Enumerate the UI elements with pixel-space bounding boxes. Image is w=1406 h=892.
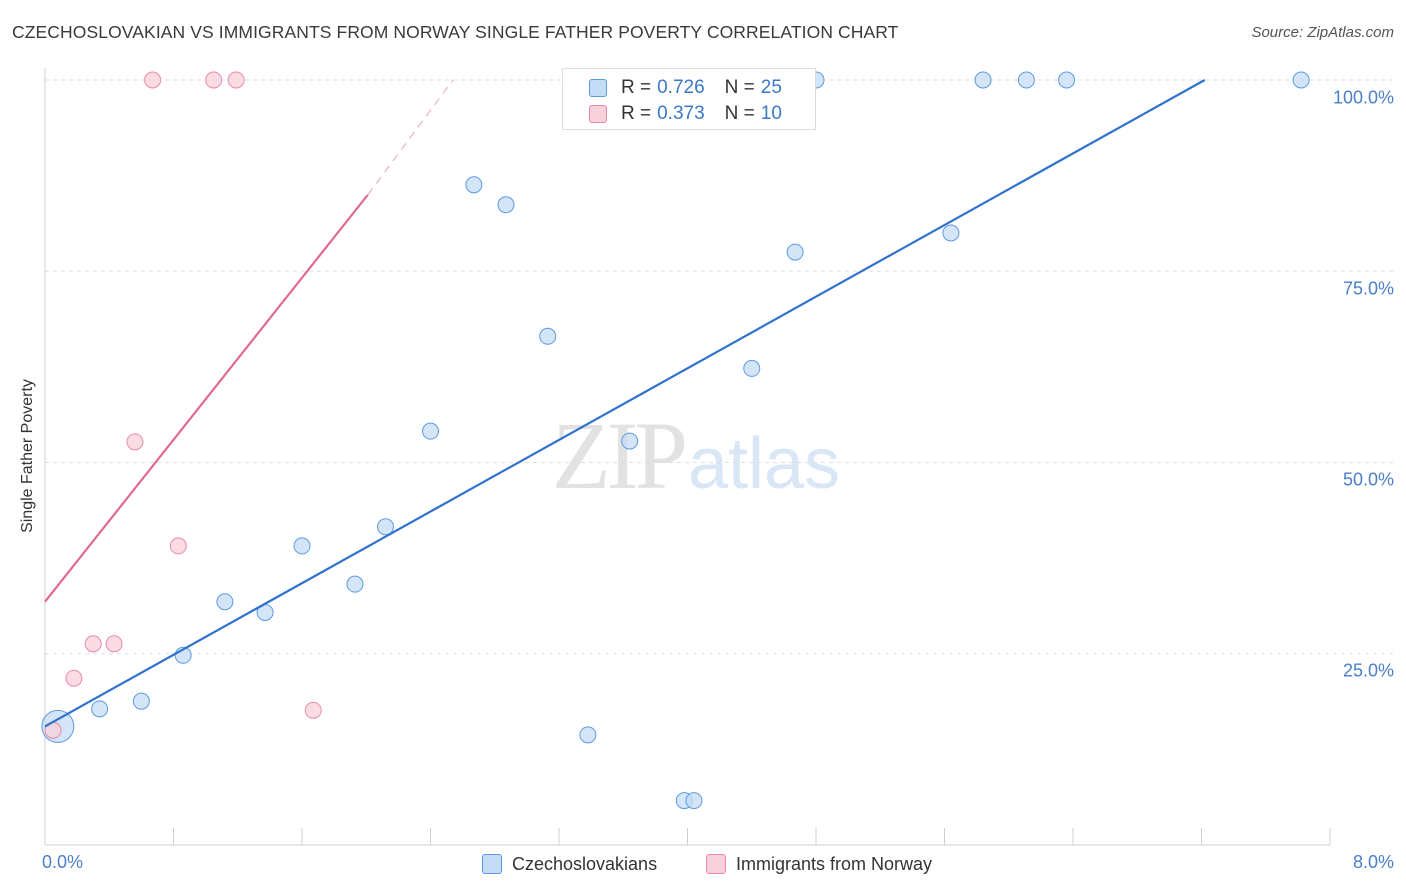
- y-tick-label-100: 100.0%: [1332, 87, 1394, 108]
- point-czechoslovakians: [786, 243, 804, 261]
- point-czechoslovakians: [465, 176, 483, 194]
- trendline-norway-extension: [367, 79, 454, 196]
- legend-r-label: R =: [621, 103, 652, 124]
- point-czechoslovakians: [346, 575, 364, 593]
- trendline-norway: [44, 194, 369, 603]
- legend-r-value: 0.373: [657, 103, 705, 124]
- point-czechoslovakians: [579, 726, 597, 744]
- legend-swatch-czechoslovakians: [589, 79, 607, 97]
- point-czechoslovakians: [942, 224, 960, 242]
- point-czechoslovakians: [1058, 71, 1076, 89]
- point-norway: [84, 635, 102, 653]
- legend-r-value: 0.726: [657, 77, 705, 98]
- chart-title: CZECHOSLOVAKIAN VS IMMIGRANTS FROM NORWA…: [12, 22, 899, 42]
- legend-swatch-norway: [589, 105, 607, 123]
- series-name-czechoslovakians: Czechoslovakians: [512, 853, 658, 874]
- series-legend-czechoslovakians[interactable]: Czechoslovakians: [482, 852, 657, 876]
- point-norway: [65, 669, 83, 687]
- point-norway: [126, 433, 144, 451]
- legend-row-czechoslovakians: R = 0.726 N = 25: [589, 77, 782, 99]
- point-czechoslovakians: [1292, 71, 1310, 89]
- point-czechoslovakians: [497, 196, 515, 214]
- point-czechoslovakians: [743, 359, 761, 377]
- trendline-czechoslovakians: [44, 79, 1206, 728]
- point-norway: [144, 71, 162, 89]
- y-axis-label: Single Father Poverty: [19, 379, 36, 533]
- series-swatch-czechoslovakians: [482, 854, 502, 874]
- point-czechoslovakians: [377, 518, 395, 536]
- point-czechoslovakians: [132, 692, 150, 710]
- point-norway: [304, 701, 322, 719]
- point-czechoslovakians: [91, 700, 109, 718]
- source-label: Source: ZipAtlas.com: [1251, 24, 1394, 41]
- point-norway: [205, 71, 223, 89]
- point-czechoslovakians: [293, 537, 311, 555]
- series-name-norway: Immigrants from Norway: [736, 853, 933, 874]
- series-swatch-norway: [706, 854, 726, 874]
- point-czechoslovakians: [974, 71, 992, 89]
- legend-row-norway: R = 0.373 N = 10: [589, 103, 782, 125]
- x-tick-label-min: 0.0%: [42, 852, 84, 872]
- correlation-legend: R = 0.726 N = 25 R = 0.373 N = 10: [562, 68, 816, 130]
- legend-n-label: N =: [724, 103, 755, 124]
- point-czechoslovakians: [1017, 71, 1035, 89]
- legend-n-label: N =: [724, 77, 755, 98]
- point-czechoslovakians: [685, 792, 703, 810]
- y-tick-label-50: 50.0%: [1342, 469, 1394, 490]
- point-czechoslovakians: [621, 432, 639, 450]
- x-tick-label-max: 8.0%: [1352, 852, 1394, 872]
- legend-r-label: R =: [621, 77, 652, 98]
- point-czechoslovakians: [216, 593, 234, 611]
- point-norway: [105, 635, 123, 653]
- series-legend-norway[interactable]: Immigrants from Norway: [706, 852, 932, 876]
- point-norway: [169, 537, 187, 555]
- y-tick-label-25: 25.0%: [1342, 660, 1394, 681]
- point-czechoslovakians: [422, 422, 439, 440]
- legend-n-value: 10: [760, 103, 782, 124]
- legend-n-value: 25: [760, 77, 782, 98]
- point-czechoslovakians: [539, 327, 557, 345]
- point-norway: [227, 71, 245, 89]
- y-tick-label-75: 75.0%: [1342, 278, 1394, 299]
